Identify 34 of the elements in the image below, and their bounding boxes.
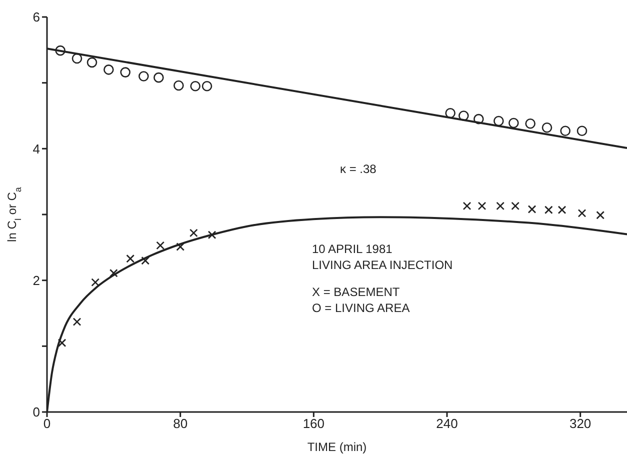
point bbox=[202, 80, 212, 92]
point bbox=[86, 57, 98, 68]
x-axis-title: TIME (min) bbox=[307, 440, 367, 454]
annotation: X = BASEMENT bbox=[312, 285, 400, 299]
point bbox=[458, 110, 469, 121]
y-tick-label: 6 bbox=[32, 10, 40, 25]
point bbox=[120, 67, 130, 78]
point bbox=[508, 118, 519, 128]
point bbox=[542, 122, 552, 133]
annotation: LIVING AREA INJECTION bbox=[312, 258, 453, 272]
annotation: O = LIVING AREA bbox=[312, 301, 410, 315]
point bbox=[190, 80, 200, 92]
point bbox=[445, 108, 456, 118]
point bbox=[138, 71, 149, 82]
point bbox=[525, 118, 536, 129]
x-tick-label: 0 bbox=[43, 416, 51, 432]
x-tick-label: 80 bbox=[173, 416, 188, 432]
annotation: κ = .38 bbox=[340, 162, 376, 176]
point bbox=[104, 64, 114, 75]
y-tick-label: 0 bbox=[32, 404, 40, 420]
y-tick-label: 2 bbox=[32, 272, 40, 288]
annotation: 10 APRIL 1981 bbox=[312, 242, 392, 256]
y-tick-label: 4 bbox=[32, 141, 40, 156]
point bbox=[174, 80, 184, 91]
point bbox=[72, 53, 82, 64]
point bbox=[576, 126, 588, 136]
x-tick-label: 320 bbox=[569, 416, 592, 432]
point bbox=[154, 72, 164, 83]
point bbox=[494, 116, 504, 126]
point bbox=[55, 45, 66, 56]
point bbox=[560, 126, 570, 136]
x-tick-label: 160 bbox=[302, 416, 325, 432]
x-tick-label: 240 bbox=[436, 416, 458, 432]
point bbox=[474, 114, 484, 124]
